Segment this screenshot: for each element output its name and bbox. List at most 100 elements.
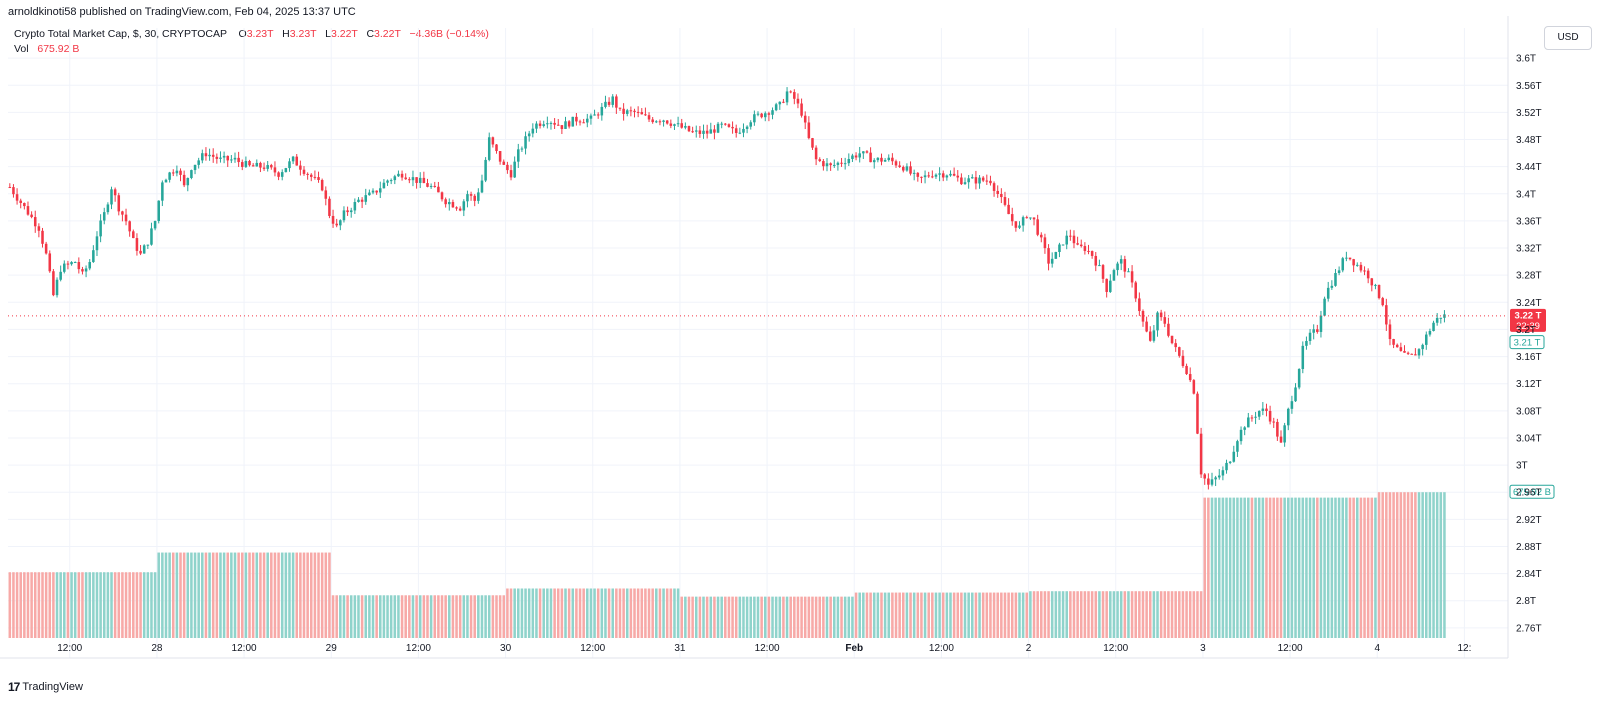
candle-body [1159, 312, 1163, 318]
volume-bar [458, 595, 462, 638]
candle-body [208, 154, 211, 157]
candle-body [451, 202, 455, 208]
volume-bar [371, 595, 375, 638]
volume-bar [95, 572, 99, 638]
volume-bar [1261, 497, 1265, 638]
candle-body [949, 173, 952, 176]
volume-bar [796, 596, 800, 638]
candle-body [694, 130, 698, 132]
footer-brand[interactable]: 17 TradingView [8, 680, 83, 694]
volume-bar [1432, 492, 1435, 638]
volume-bar [1323, 497, 1326, 638]
candle-body [934, 174, 938, 177]
volume-bar [146, 572, 150, 638]
legend-symbol[interactable]: Crypto Total Market Cap, $, 30, CRYPTOCA… [14, 28, 227, 40]
volume-bar [800, 596, 803, 638]
candle-body [578, 121, 582, 123]
candle-body [774, 104, 778, 111]
candle-body [629, 110, 633, 112]
candle-body [1392, 339, 1395, 345]
volume-bar [1007, 592, 1010, 638]
candle-body [1014, 221, 1018, 228]
volume-bar [135, 572, 139, 638]
volume-bar [171, 552, 175, 638]
candle-body [408, 179, 411, 181]
legend-close-label: C [366, 28, 375, 40]
volume-bar [1083, 591, 1087, 638]
volume-bar [531, 588, 535, 638]
candle-body [593, 114, 596, 116]
candle-body [1145, 321, 1148, 332]
candle-body [1214, 477, 1217, 480]
volume-bar [339, 595, 342, 638]
candle-body [157, 200, 160, 221]
candle-body [902, 166, 905, 171]
volume-bar [324, 552, 328, 638]
volume-bar [1054, 591, 1058, 638]
volume-bar [564, 588, 567, 638]
volume-bar [1421, 492, 1424, 638]
volume-bar [1337, 497, 1341, 638]
candle-body [466, 194, 469, 202]
candle-body [1069, 235, 1072, 237]
volume-bar [400, 595, 404, 638]
candle-body [117, 195, 121, 212]
candle-body [448, 202, 451, 205]
candle-body [807, 122, 811, 139]
volume-bar [1116, 591, 1119, 638]
candle-body [760, 113, 763, 118]
volume-bar [763, 596, 767, 638]
candle-body [1435, 317, 1439, 323]
price-tick-label: 3.48T [1516, 135, 1542, 146]
candle-body [560, 125, 564, 129]
candle-body [1359, 264, 1363, 271]
volume-bar [1425, 492, 1428, 638]
volume-bar [872, 592, 876, 638]
candle-body [484, 159, 487, 181]
volume-bar [30, 572, 33, 638]
volume-bar [665, 588, 669, 638]
candle-body [110, 189, 113, 205]
volume-bar [84, 572, 88, 638]
price-tick-label: 3.56T [1516, 81, 1542, 92]
volume-bar [553, 588, 556, 638]
volume-bar [1265, 497, 1268, 638]
volume-bar [1363, 497, 1366, 638]
candle-body [956, 175, 960, 178]
candle-body [1334, 273, 1337, 286]
volume-bar [586, 588, 589, 638]
candle-body [211, 154, 215, 157]
volume-bar [66, 572, 70, 638]
candle-body [349, 210, 353, 213]
candle-body [186, 177, 190, 186]
volume-bar [142, 572, 146, 638]
volume-bar [1163, 591, 1167, 638]
volume-bar [1065, 591, 1068, 638]
candle-body [161, 182, 164, 201]
volume-bar [778, 596, 782, 638]
volume-bar [1170, 591, 1174, 638]
candle-body [368, 192, 371, 196]
legend-volume-label[interactable]: Vol [14, 43, 29, 55]
candle-body [1366, 270, 1370, 279]
candle-body [556, 124, 560, 126]
candle-body [469, 194, 473, 196]
candle-body [1101, 265, 1105, 279]
volume-bar [687, 596, 691, 638]
candle-body [1138, 298, 1141, 312]
candle-body [865, 151, 869, 153]
volume-bar [240, 552, 244, 638]
volume-bar [1236, 497, 1239, 638]
volume-bar [469, 595, 473, 638]
candle-body [440, 192, 444, 200]
currency-button[interactable]: USD [1544, 26, 1592, 50]
volume-bar [956, 592, 960, 638]
volume-bar [658, 588, 662, 638]
candle-body [291, 156, 295, 162]
volume-bar [295, 552, 299, 638]
volume-bar [179, 552, 182, 638]
volume-bar [106, 572, 110, 638]
volume-bar [843, 596, 847, 638]
candle-body [800, 103, 803, 116]
